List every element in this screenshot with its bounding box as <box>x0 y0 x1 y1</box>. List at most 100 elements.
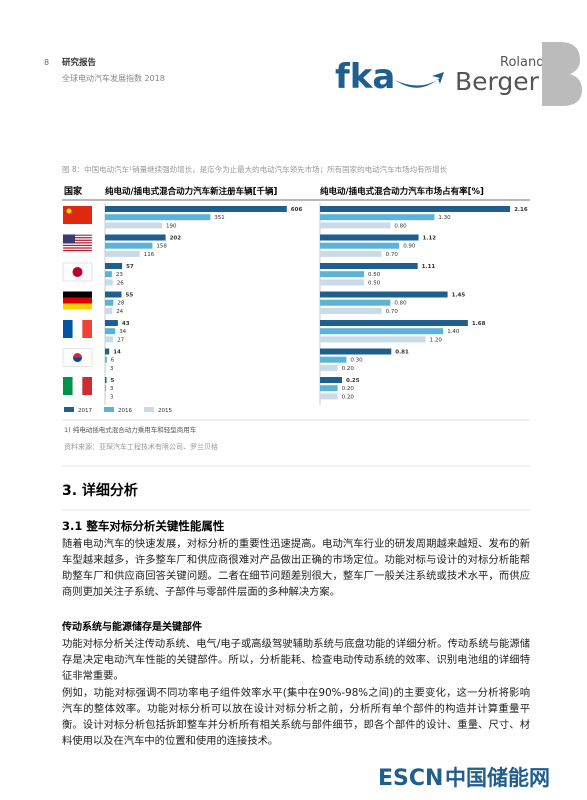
bar <box>320 263 418 269</box>
flag <box>63 206 92 224</box>
bar <box>105 279 113 286</box>
value-label: 57 <box>126 264 134 270</box>
bar <box>320 393 338 400</box>
legend-swatch <box>104 407 114 412</box>
bar <box>320 336 426 343</box>
value-label: 27 <box>117 337 124 343</box>
value-label: 55 <box>126 293 134 299</box>
flag <box>63 247 92 249</box>
flag <box>63 377 73 395</box>
flag <box>63 239 92 241</box>
bar <box>320 328 444 335</box>
chart-title: 纯电动/插电式混合动力汽车新注册车辆[千辆] <box>105 186 277 197</box>
subsection-title: 3.1 整车对标分析关键性能属性 <box>62 519 225 533</box>
bar <box>105 242 153 249</box>
watermark-name: 中国储能网 <box>445 766 550 790</box>
value-label: 24 <box>116 309 123 315</box>
bar <box>320 307 382 314</box>
bar <box>320 206 511 212</box>
source: 资料来源：亚琛汽车工程技术有限公司、罗兰贝格 <box>64 442 218 451</box>
flag <box>63 237 92 239</box>
bar <box>105 250 140 257</box>
flag <box>63 303 92 310</box>
value-label: 0.20 <box>342 366 355 372</box>
bar <box>105 206 287 212</box>
bar <box>105 348 110 355</box>
value-label: 1.30 <box>438 215 451 221</box>
bar <box>105 336 114 343</box>
bar <box>320 299 391 306</box>
flag <box>82 320 92 338</box>
bar <box>320 279 364 286</box>
value-label: 0.90 <box>403 244 416 250</box>
value-label: 0.70 <box>386 309 399 315</box>
legend-label: 2017 <box>78 408 92 414</box>
value-label: 0.80 <box>394 301 407 307</box>
figure-caption: 图 8：中国电动汽车¹销量继续强劲增长，是迄今为止最大的电动汽车领先市场；所有国… <box>62 164 448 174</box>
paragraph: 功能对标分析关注传动系统、电气/电子或高级驾驶辅助系统与底盘功能的详细分析。传动… <box>62 638 530 682</box>
value-label: 116 <box>144 252 155 258</box>
value-label: 158 <box>156 244 167 250</box>
value-label: 202 <box>170 236 182 242</box>
value-label: 3 <box>110 366 114 372</box>
value-label: 43 <box>122 321 130 327</box>
bar <box>105 328 116 335</box>
bar <box>320 250 382 257</box>
value-label: 14 <box>113 350 121 356</box>
bar <box>320 377 342 383</box>
value-label: 5 <box>111 378 115 384</box>
bar <box>105 385 106 392</box>
value-label: 0.50 <box>368 280 381 286</box>
bar <box>320 222 391 229</box>
header-section: 研究报告 <box>62 57 97 68</box>
flag <box>63 291 92 298</box>
bar <box>105 291 122 298</box>
bar <box>320 348 392 355</box>
bar <box>105 364 106 371</box>
bar <box>320 291 448 298</box>
legend-swatch <box>64 407 74 412</box>
logo-b <box>542 42 582 106</box>
bar <box>320 242 400 249</box>
value-label: 0.30 <box>350 358 363 364</box>
value-label: 190 <box>166 223 177 229</box>
subheading: 传动系统与能源储存是关键部件 <box>61 620 202 633</box>
flag <box>63 297 92 304</box>
value-label: 6 <box>111 358 115 364</box>
flag <box>72 320 83 338</box>
bar <box>105 320 118 326</box>
watermark-brand: ESCN <box>378 766 443 791</box>
value-label: 28 <box>117 301 124 307</box>
value-label: 34 <box>119 329 126 335</box>
flag <box>63 244 92 247</box>
section-title: 3. 详细分析 <box>62 482 138 499</box>
bar <box>320 364 338 371</box>
bar <box>320 234 419 241</box>
value-label: 1.40 <box>447 329 460 335</box>
value-label: 1.45 <box>452 293 466 299</box>
logo-swoosh <box>395 72 444 88</box>
value-label: 0.50 <box>368 272 381 278</box>
value-label: 1.12 <box>423 236 437 242</box>
bar <box>320 271 364 278</box>
flag <box>72 267 83 277</box>
bar <box>105 377 107 383</box>
bar <box>320 320 468 326</box>
flag <box>63 234 92 236</box>
flag <box>73 357 82 362</box>
bar <box>105 271 112 278</box>
legend-label: 2015 <box>158 408 172 414</box>
flag <box>63 242 92 244</box>
value-label: 0.70 <box>386 252 399 258</box>
value-label: 0.80 <box>394 223 407 229</box>
bar <box>105 299 114 306</box>
country-header: 国家 <box>64 185 83 197</box>
value-label: 23 <box>116 272 123 278</box>
value-label: 0.25 <box>346 378 360 384</box>
bar <box>320 214 435 221</box>
flag <box>63 234 75 244</box>
flag <box>82 377 92 395</box>
bar <box>105 356 107 363</box>
page-number: 8 <box>44 58 49 67</box>
